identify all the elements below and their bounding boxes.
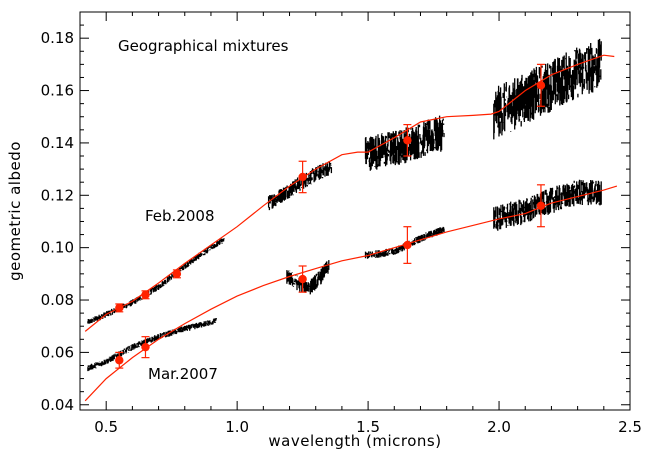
photometry-point	[172, 269, 182, 279]
axis-ticks: 0.5 1.0 1.5 2.0 2.5 0.04 0.06 0.08 0.10 0.12 0.14 0…	[41, 11, 642, 436]
y-tick-label: 0.18	[41, 29, 74, 47]
photometry-point	[141, 342, 150, 352]
photometry-point	[141, 290, 150, 299]
annotation-feb-2008: Feb.2008	[145, 207, 215, 225]
y-tick-label: 0.06	[41, 343, 74, 361]
spectrum-segment	[87, 238, 225, 324]
spectra-layer	[87, 38, 602, 372]
plot-frame	[79, 11, 631, 411]
y-tick-label: 0.16	[41, 82, 74, 100]
x-tick-label: 1.0	[225, 418, 249, 436]
y-tick-label: 0.08	[41, 291, 74, 309]
y-tick-label: 0.12	[41, 186, 74, 204]
photometry-point	[536, 81, 546, 90]
y-axis-title: geometric albedo	[6, 141, 24, 281]
x-axis-title: wavelength (microns)	[268, 432, 441, 450]
model-curve	[84, 54, 615, 332]
y-tick-label: 0.04	[41, 396, 74, 414]
photometry-point	[298, 274, 307, 284]
x-tick-label: 1.5	[356, 418, 380, 436]
annotation-geographical-mixtures: Geographical mixtures	[118, 37, 289, 55]
spectrum-segment	[493, 38, 602, 140]
y-tick-label: 0.14	[41, 134, 74, 152]
spectrum-segment	[286, 260, 330, 295]
spectrum-segment	[267, 161, 333, 211]
photometry-point	[536, 201, 546, 210]
x-tick-label: 2.5	[618, 418, 642, 436]
photometry-point	[115, 303, 124, 313]
photometry-point	[403, 136, 412, 145]
y-tick-label: 0.10	[41, 239, 74, 257]
photometry-point	[298, 172, 307, 182]
x-tick-label: 2.0	[487, 418, 511, 436]
annotation-mar-2007: Mar.2007	[148, 365, 218, 383]
photometry-layer	[115, 63, 546, 369]
x-tick-label: 0.5	[94, 418, 118, 436]
photometry-point	[403, 240, 412, 250]
model-curves-layer	[84, 54, 618, 402]
photometry-point	[115, 356, 124, 365]
